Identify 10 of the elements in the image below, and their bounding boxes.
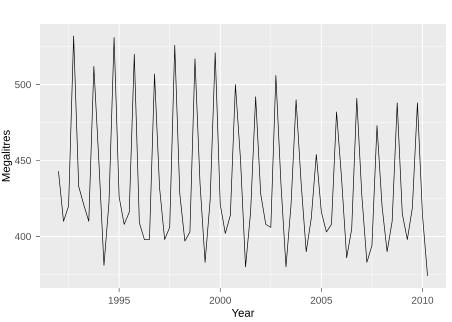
x-tick-label: 2000 xyxy=(210,296,231,304)
y-axis-title: Megalitres xyxy=(2,130,12,182)
line-series xyxy=(58,36,428,276)
y-tick-label: 450 xyxy=(14,157,31,164)
y-tick-label: 400 xyxy=(14,232,31,240)
x-tick-label: 1995 xyxy=(108,296,130,304)
x-tick-label: 2010 xyxy=(412,296,434,304)
x-axis-title: Year xyxy=(232,308,254,317)
y-tick-label: 500 xyxy=(15,81,31,88)
x-tick-label: 2005 xyxy=(310,296,332,304)
